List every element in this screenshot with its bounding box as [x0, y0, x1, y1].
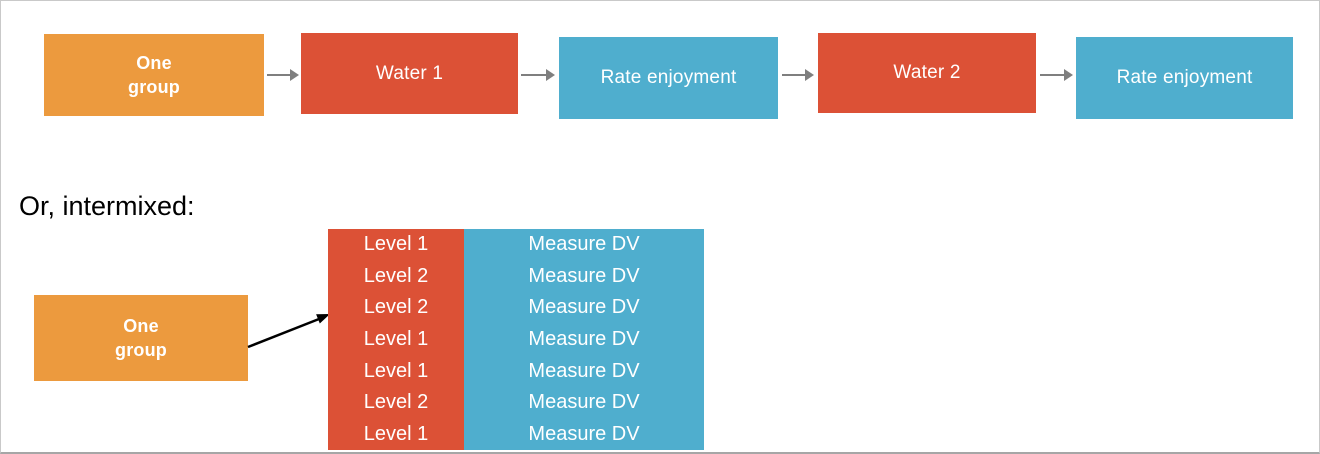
flow-box-label: Rate enjoyment: [600, 67, 737, 89]
table-row: Level 1 Measure DV: [328, 323, 704, 356]
arrow-head: [290, 69, 299, 81]
flow-box-rate-enjoyment-2: Rate enjoyment: [1076, 37, 1293, 119]
measure-cell: Measure DV: [464, 292, 704, 324]
flow-box-one-group: One group: [44, 34, 264, 116]
table-row: Level 1 Measure DV: [328, 229, 704, 261]
table-row: Level 1 Measure DV: [328, 355, 704, 387]
level-cell: Level 1: [328, 355, 464, 387]
flow-arrow-icon: [782, 68, 814, 82]
flow-arrow-icon: [521, 68, 555, 82]
level-cell: Level 2: [328, 386, 464, 419]
intermixed-table: Level 1 Measure DV Level 2 Measure DV Le…: [328, 229, 704, 451]
arrow-shaft: [521, 74, 546, 76]
level-cell: Level 2: [328, 260, 464, 293]
table-row: Level 2 Measure DV: [328, 292, 704, 324]
measure-cell: Measure DV: [464, 323, 704, 356]
measure-cell: Measure DV: [464, 260, 704, 293]
flow-box-label: One group: [128, 52, 180, 97]
measure-cell: Measure DV: [464, 386, 704, 419]
arrow-shaft: [1040, 74, 1064, 76]
flow-box-water-2: Water 2: [818, 33, 1036, 113]
flow-box-label: Rate enjoyment: [1116, 67, 1253, 89]
flow-box-label: One group: [115, 315, 167, 360]
table-row: Level 2 Measure DV: [328, 260, 704, 293]
intermixed-heading: Or, intermixed:: [19, 191, 195, 221]
level-cell: Level 1: [328, 418, 464, 451]
flow-box-label: Water 1: [375, 62, 444, 84]
measure-cell: Measure DV: [464, 418, 704, 451]
level-cell: Level 1: [328, 323, 464, 356]
intermixed-one-group-box: One group: [34, 295, 248, 381]
flow-arrow-icon: [267, 68, 299, 82]
arrow-head: [1064, 69, 1073, 81]
arrow-shaft: [267, 74, 290, 76]
flow-box-rate-enjoyment-1: Rate enjoyment: [559, 37, 778, 119]
arrow-head: [546, 69, 555, 81]
level-cell: Level 1: [328, 229, 464, 261]
arrow-head: [805, 69, 814, 81]
flow-box-label: Water 2: [893, 62, 961, 84]
measure-cell: Measure DV: [464, 229, 704, 261]
table-row: Level 2 Measure DV: [328, 386, 704, 419]
flow-box-water-1: Water 1: [301, 33, 518, 114]
measure-cell: Measure DV: [464, 355, 704, 387]
level-cell: Level 2: [328, 292, 464, 324]
arrow-shaft: [782, 74, 805, 76]
flow-arrow-icon: [1040, 68, 1073, 82]
diagonal-arrow-icon: [247, 314, 330, 349]
table-row: Level 1 Measure DV: [328, 418, 704, 451]
